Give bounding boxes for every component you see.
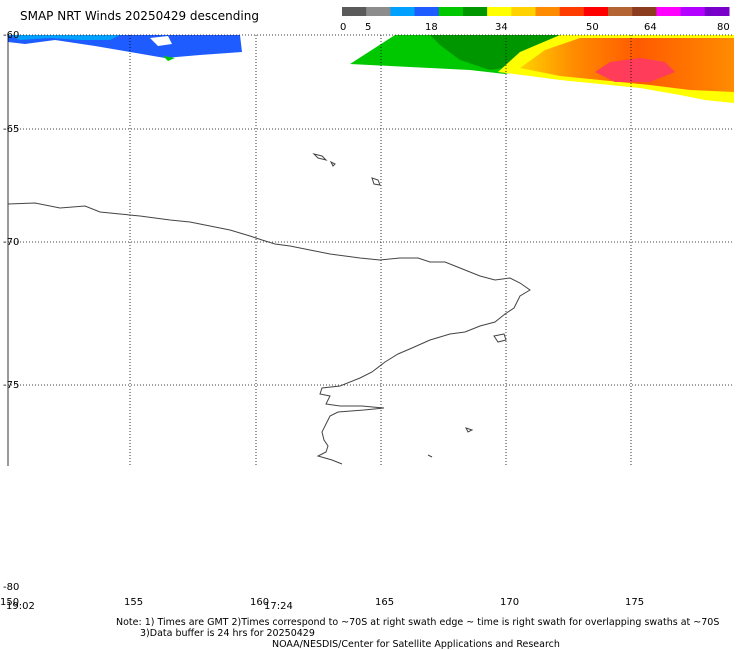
swath-time: 19:02 — [6, 601, 35, 612]
lat-label: -65 — [3, 124, 19, 135]
wind-swaths — [8, 35, 734, 103]
lon-label: 155 — [124, 597, 143, 608]
lat-label: -60 — [3, 30, 19, 41]
longitude-labels: 150 155 160 165 170 175 — [0, 597, 644, 608]
wind-speed-legend — [342, 7, 730, 16]
legend-swatch — [342, 7, 367, 16]
legend-swatch — [390, 7, 416, 16]
legend-swatch — [438, 7, 464, 16]
lon-label: 170 — [500, 597, 519, 608]
legend-swatch — [632, 7, 657, 16]
legend-swatch — [656, 7, 682, 16]
lon-label: 150 — [0, 597, 19, 608]
legend-swatch — [680, 7, 706, 16]
legend-swatch — [704, 7, 730, 16]
legend-tick: 18 — [425, 22, 438, 33]
legend-tick: 5 — [365, 22, 371, 33]
legend-swatch — [535, 7, 561, 16]
lon-label: 160 — [250, 597, 269, 608]
legend-swatch — [608, 7, 633, 16]
lat-label: -70 — [3, 237, 19, 248]
swath-time: 17:24 — [264, 601, 293, 612]
legend-tick: 0 — [340, 22, 346, 33]
legend-swatch — [462, 7, 488, 16]
coastline — [7, 153, 531, 465]
legend-tick-labels: 0 5 18 34 50 64 80 — [340, 22, 730, 33]
legend-swatch — [583, 7, 609, 16]
latitude-labels: -60 -65 -70 -75 -80 — [3, 30, 19, 593]
lat-label: -75 — [3, 380, 19, 391]
lat-label: -80 — [3, 582, 19, 593]
legend-tick: 50 — [586, 22, 599, 33]
note-line-2: 3)Data buffer is 24 hrs for 20250429 — [140, 628, 315, 639]
legend-swatch — [559, 7, 585, 16]
note-line-1: Note: 1) Times are GMT 2)Times correspon… — [116, 617, 720, 628]
legend-tick: 80 — [717, 22, 730, 33]
lon-label: 175 — [625, 597, 644, 608]
legend-swatch — [487, 7, 512, 16]
legend-swatch — [366, 7, 391, 16]
legend-tick: 64 — [644, 22, 657, 33]
legend-swatch — [511, 7, 536, 16]
graticule — [8, 34, 734, 466]
legend-swatch — [414, 7, 440, 16]
lon-label: 165 — [375, 597, 394, 608]
map-title: SMAP NRT Winds 20250429 descending — [20, 9, 259, 23]
legend-tick: 34 — [495, 22, 508, 33]
credit-line: NOAA/NESDIS/Center for Satellite Applica… — [272, 639, 560, 650]
